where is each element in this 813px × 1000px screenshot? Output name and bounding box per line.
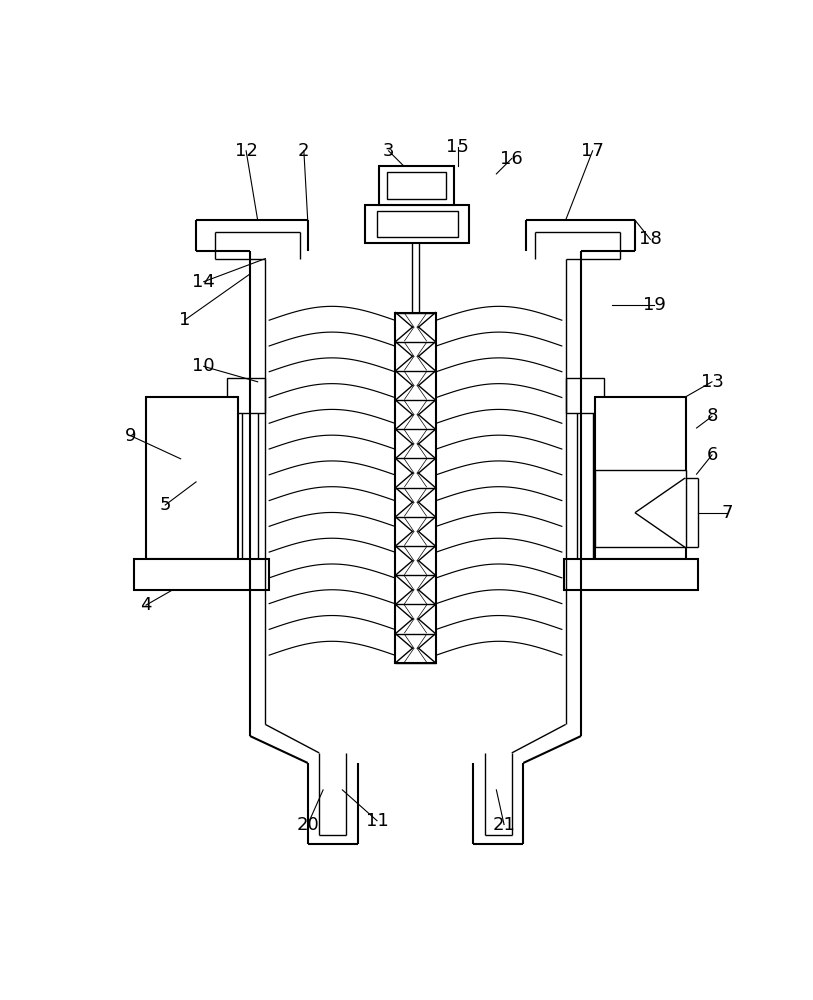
Text: 6: 6: [706, 446, 718, 464]
Bar: [564, 559, 698, 590]
Text: 13: 13: [701, 373, 724, 391]
Text: 9: 9: [125, 427, 137, 445]
Text: 15: 15: [446, 138, 469, 156]
Text: 14: 14: [193, 273, 215, 291]
Bar: [146, 397, 238, 559]
Bar: [595, 397, 686, 559]
Text: 21: 21: [493, 816, 515, 834]
Text: 20: 20: [296, 816, 319, 834]
Bar: [566, 378, 604, 413]
Text: 19: 19: [643, 296, 666, 314]
Bar: [595, 470, 686, 547]
Text: 18: 18: [639, 230, 662, 248]
Text: 5: 5: [159, 496, 171, 514]
Text: 16: 16: [500, 149, 523, 167]
Text: 3: 3: [383, 142, 394, 160]
Bar: [395, 312, 437, 663]
Text: 11: 11: [366, 812, 389, 830]
Bar: [227, 378, 265, 413]
Bar: [380, 166, 454, 205]
Text: 2: 2: [298, 142, 310, 160]
Text: 4: 4: [141, 596, 152, 614]
Bar: [377, 211, 458, 237]
Text: 1: 1: [179, 311, 190, 329]
Text: 12: 12: [235, 142, 258, 160]
Text: 10: 10: [193, 357, 215, 375]
Text: 8: 8: [706, 407, 718, 425]
Bar: [366, 205, 469, 243]
Bar: [134, 559, 269, 590]
Text: 17: 17: [581, 142, 604, 160]
Text: 7: 7: [722, 504, 733, 522]
Bar: [387, 172, 446, 199]
